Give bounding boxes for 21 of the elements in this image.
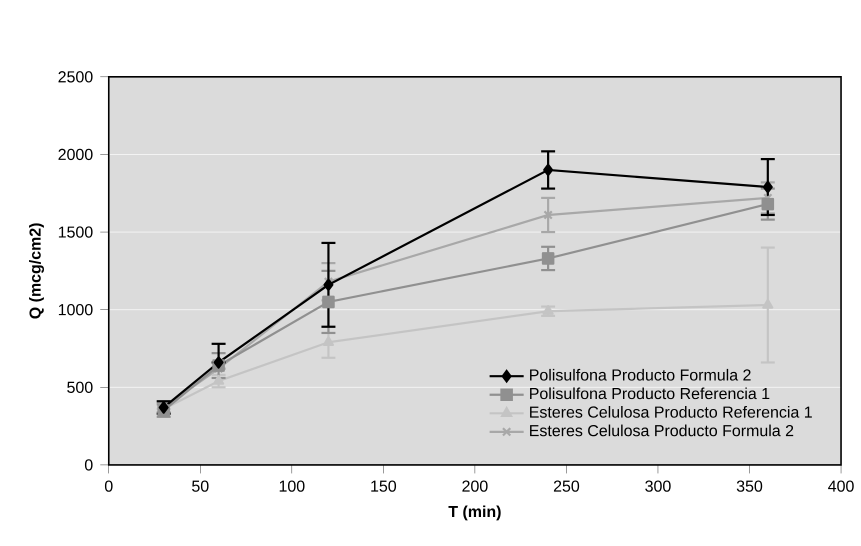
legend-label: Esteres Celulosa Producto Referencia 1 [530,406,812,418]
y-tick-label: 1500 [58,226,93,238]
legend-label: Polisulfona Producto Formula 2 [530,369,751,381]
y-axis-title: Q (mcg/cm2) [29,223,44,319]
x-tick-label: 300 [645,480,671,492]
x-tick-label: 350 [736,480,762,492]
y-tick-label: 1000 [58,304,93,316]
x-tick-label: 0 [104,480,113,492]
x-tick-label: 50 [192,480,209,492]
x-tick-label: 100 [280,480,305,492]
x-tick-label: 250 [554,480,580,492]
x-axis-title: T (min) [448,506,501,520]
x-tick-label: 200 [462,480,488,492]
legend-label: Polisulfona Producto Referencia 1 [530,388,770,400]
legend-label: Esteres Celulosa Producto Formula 2 [530,424,794,436]
x-tick-label: 150 [371,480,396,492]
y-tick-label: 0 [84,459,93,471]
x-tick-label: 400 [828,480,854,492]
y-tick-label: 500 [67,382,93,394]
y-tick-label: 2500 [58,71,93,83]
y-tick-label: 2000 [58,148,93,160]
